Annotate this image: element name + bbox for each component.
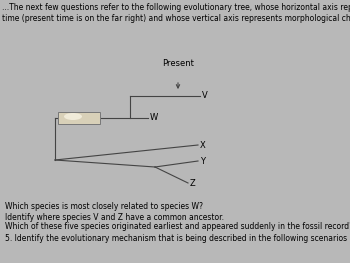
Text: Which species is most closely related to species W?: Which species is most closely related to…: [5, 202, 203, 211]
Text: X: X: [200, 140, 206, 149]
Text: V: V: [202, 92, 208, 100]
Text: Which of these five species originated earliest and appeared suddenly in the fos: Which of these five species originated e…: [5, 222, 350, 231]
Text: 5. Identify the evolutionary mechanism that is being described in the following : 5. Identify the evolutionary mechanism t…: [5, 234, 347, 243]
Text: Z: Z: [190, 179, 196, 188]
Text: ...The next few questions refer to the following evolutionary tree, whose horizo: ...The next few questions refer to the f…: [2, 3, 350, 12]
Text: Y: Y: [200, 156, 205, 165]
Bar: [58, 112, 100, 124]
Ellipse shape: [64, 113, 82, 120]
Text: Identify where species V and Z have a common ancestor.: Identify where species V and Z have a co…: [5, 213, 224, 222]
Text: Present: Present: [162, 59, 194, 68]
Text: time (present time is on the far right) and whose vertical axis represents morph: time (present time is on the far right) …: [2, 14, 350, 23]
Text: W: W: [150, 114, 158, 123]
